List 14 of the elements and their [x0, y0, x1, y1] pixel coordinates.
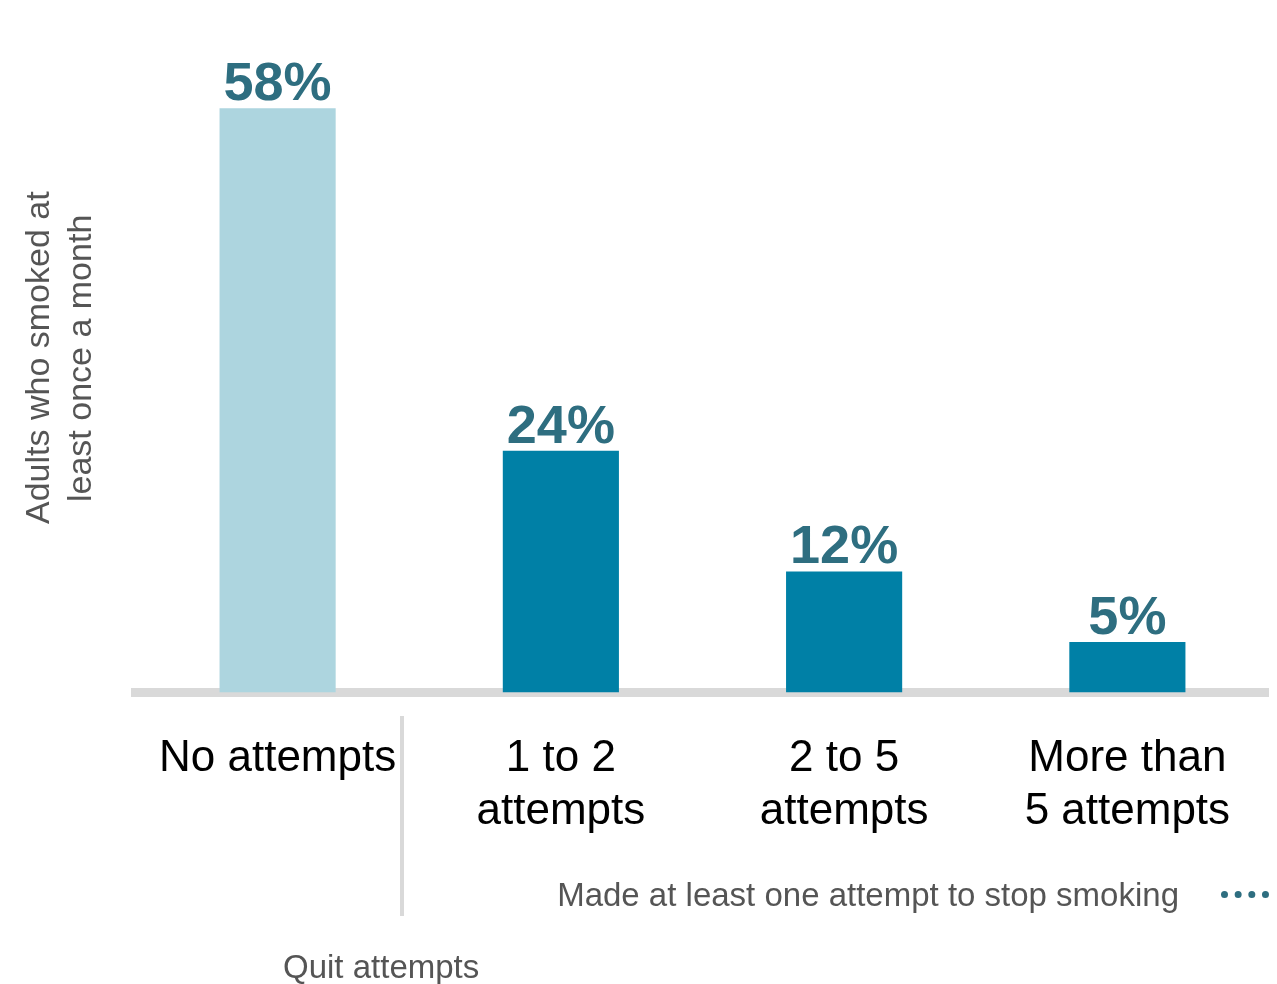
data-label: 12% [790, 514, 899, 575]
data-label: 58% [223, 51, 332, 112]
y-axis-title: Adults who smoked at least once a month [17, 190, 99, 527]
bar [1069, 642, 1186, 693]
x-tick-label: 2 to 5 attempts [759, 730, 929, 833]
x-tick-label: 1 to 2 attempts [476, 730, 646, 833]
x-tick-label: More than 5 attempts [1024, 730, 1231, 833]
text: Made at least one attempt to stop smoking [557, 876, 1179, 914]
bar [786, 571, 903, 693]
bar [502, 450, 619, 693]
bar [219, 108, 336, 693]
x-tick-label: No attempts [159, 730, 397, 780]
data-label: 5% [1088, 584, 1167, 645]
data-label: 24% [506, 393, 615, 454]
